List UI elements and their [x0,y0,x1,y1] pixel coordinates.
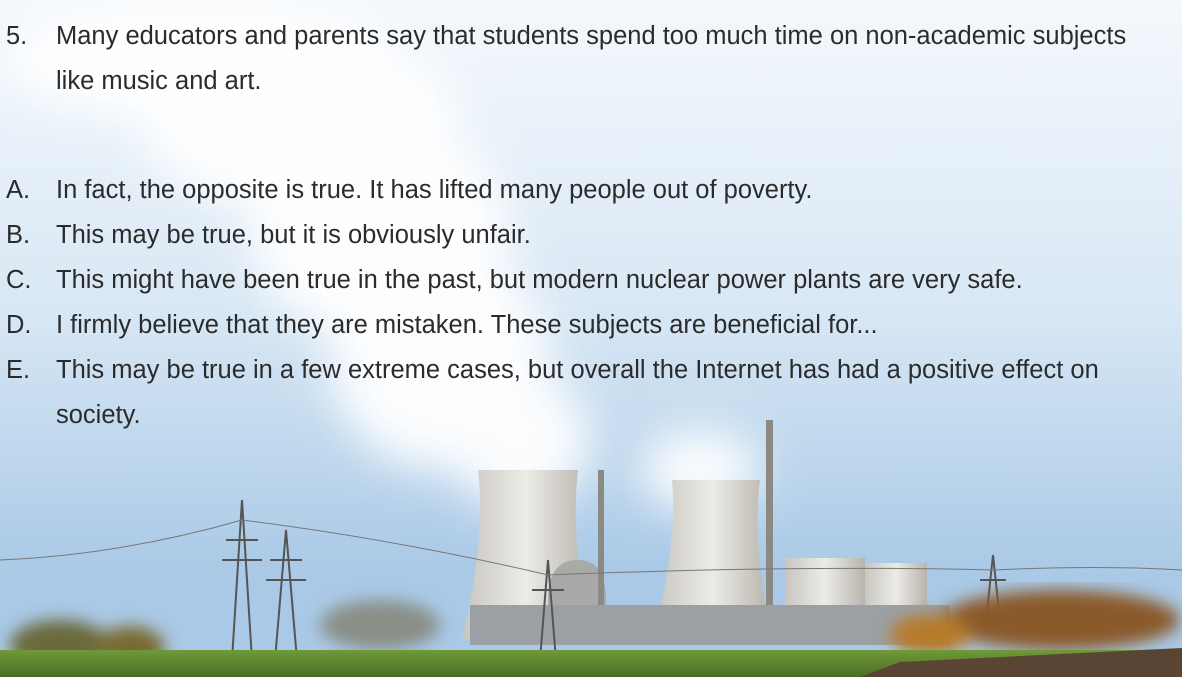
option-text: I firmly believe that they are mistaken.… [56,303,1126,348]
question-number: 5. [0,14,56,104]
option-letter: A. [0,168,56,213]
slide: 5. Many educators and parents say that s… [0,0,1182,677]
option-text: In fact, the opposite is true. It has li… [56,168,1126,213]
option-letter: B. [0,213,56,258]
option: B.This may be true, but it is obviously … [0,213,1170,258]
option: A.In fact, the opposite is true. It has … [0,168,1170,213]
options: A.In fact, the opposite is true. It has … [0,168,1170,438]
question-block: 5. Many educators and parents say that s… [0,14,1170,438]
option-text: This may be true, but it is obviously un… [56,213,1126,258]
option-text: This may be true in a few extreme cases,… [56,348,1126,438]
option: E.This may be true in a few extreme case… [0,348,1170,438]
option: C.This might have been true in the past,… [0,258,1170,303]
option: D.I firmly believe that they are mistake… [0,303,1170,348]
question-text: Many educators and parents say that stud… [56,14,1170,104]
option-text: This might have been true in the past, b… [56,258,1126,303]
question: 5. Many educators and parents say that s… [0,14,1170,104]
option-letter: D. [0,303,56,348]
option-letter: E. [0,348,56,438]
option-letter: C. [0,258,56,303]
